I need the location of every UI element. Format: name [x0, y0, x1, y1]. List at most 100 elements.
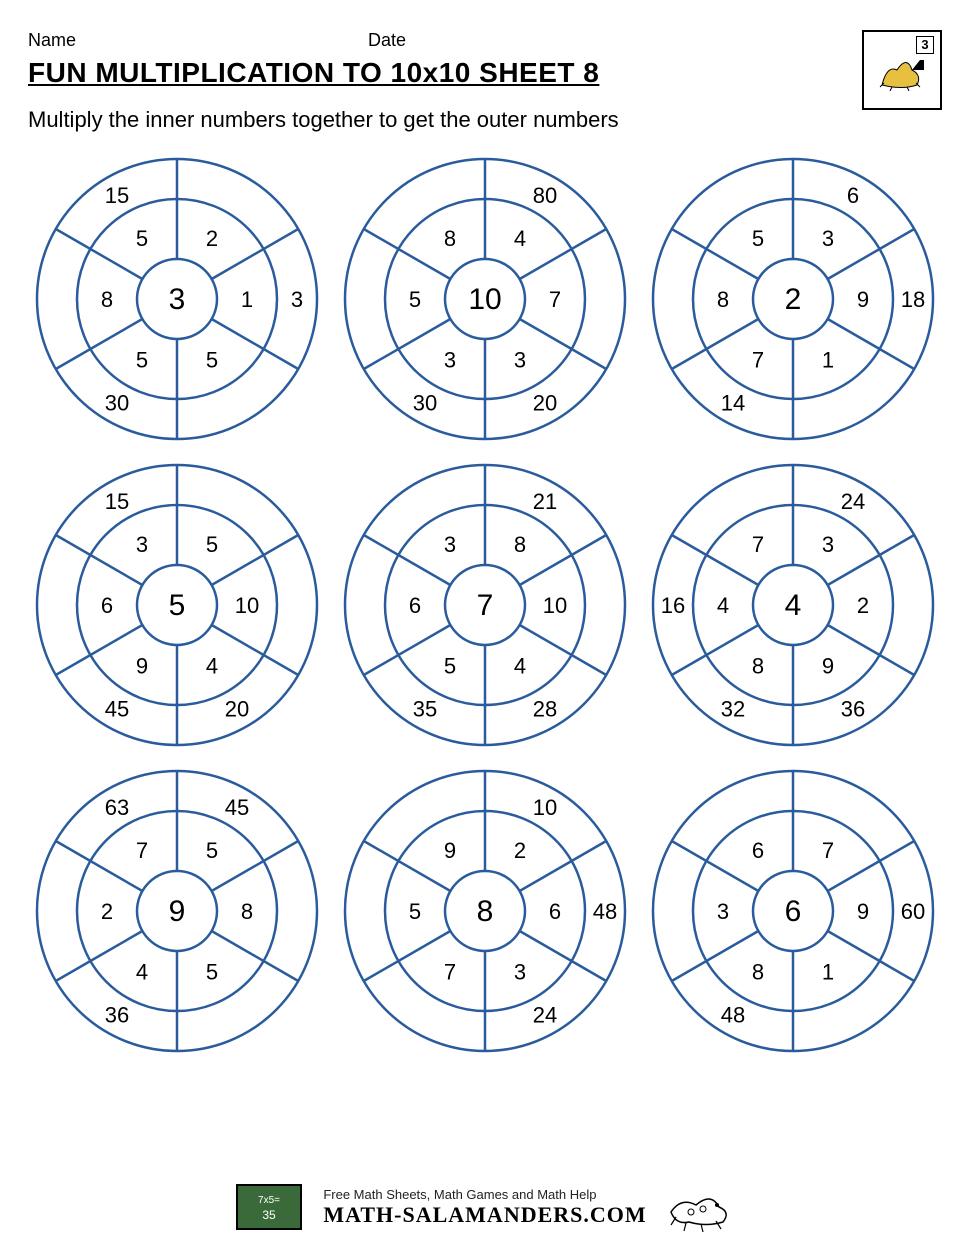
salamander-outline-icon	[661, 1177, 741, 1237]
wheel-outer-value: 60	[901, 899, 925, 924]
wheel-outer-value: 16	[661, 593, 685, 618]
footer-text: Free Math Sheets, Math Games and Math He…	[323, 1187, 646, 1228]
wheel-inner-value: 8	[717, 287, 729, 312]
wheel-inner-value: 5	[206, 959, 218, 984]
header-row: Name Date	[28, 30, 942, 51]
wheel-outer-value: 20	[225, 697, 249, 722]
wheel-inner-value: 9	[857, 899, 869, 924]
wheel-inner-value: 2	[206, 226, 218, 251]
wheel-inner-value: 4	[717, 593, 729, 618]
wheel-inner-value: 1	[241, 287, 253, 312]
wheel-outer-value: 20	[533, 391, 557, 416]
wheel-inner-value: 7	[549, 287, 561, 312]
wheel-center: 7	[477, 589, 494, 622]
wheel-inner-value: 7	[752, 532, 764, 557]
wheel-inner-value: 3	[136, 532, 148, 557]
wheel-outer-value: 30	[413, 391, 437, 416]
wheel: 9545854362763	[28, 763, 326, 1059]
wheel: 67960184836	[644, 763, 942, 1059]
name-label: Name	[28, 30, 368, 51]
wheel-outer-value: 32	[721, 697, 745, 722]
wheel-inner-value: 5	[752, 226, 764, 251]
wheel-center: 6	[785, 895, 802, 928]
wheel-inner-value: 4	[136, 959, 148, 984]
wheel-inner-value: 5	[409, 899, 421, 924]
wheel-outer-value: 10	[533, 795, 557, 820]
wheel-inner-value: 8	[752, 959, 764, 984]
wheel-inner-value: 5	[206, 838, 218, 863]
wheel: 8210648324759	[336, 763, 634, 1059]
grade-badge: 3	[862, 30, 942, 110]
wheel-inner-value: 3	[822, 532, 834, 557]
footer: 7x5= 35 Free Math Sheets, Math Games and…	[0, 1177, 970, 1237]
wheel-inner-value: 3	[444, 347, 456, 372]
wheel-outer-value: 6	[847, 183, 859, 208]
wheel-inner-value: 9	[444, 838, 456, 863]
wheel-inner-value: 9	[822, 653, 834, 678]
wheel: 321355308515	[28, 151, 326, 447]
wheel-center: 10	[468, 283, 501, 316]
wheel-inner-value: 5	[136, 347, 148, 372]
wheel-inner-value: 8	[514, 532, 526, 557]
wheel-outer-value: 36	[105, 1003, 129, 1028]
wheel-inner-value: 3	[444, 532, 456, 557]
wheel-outer-value: 21	[533, 489, 557, 514]
wheel-outer-value: 36	[841, 697, 865, 722]
wheel: 432429368324167	[644, 457, 942, 753]
wheel-outer-value: 48	[721, 1003, 745, 1028]
wheel-outer-value: 15	[105, 183, 129, 208]
wheel-inner-value: 4	[514, 653, 526, 678]
wheel-inner-value: 8	[444, 226, 456, 251]
wheel-center: 8	[477, 895, 494, 928]
wheel-inner-value: 2	[101, 899, 113, 924]
wheel-outer-value: 35	[413, 697, 437, 722]
wheel-inner-value: 3	[822, 226, 834, 251]
wheel-inner-value: 10	[543, 593, 567, 618]
wheel-inner-value: 2	[857, 593, 869, 618]
wheel: 236918171485	[644, 151, 942, 447]
wheel-inner-value: 2	[514, 838, 526, 863]
wheel-inner-value: 5	[444, 653, 456, 678]
wheel-outer-value: 45	[105, 697, 129, 722]
wheel-inner-value: 7	[752, 347, 764, 372]
wheel-inner-value: 4	[206, 653, 218, 678]
wheel-outer-value: 80	[533, 183, 557, 208]
wheel-inner-value: 1	[822, 959, 834, 984]
wheel-inner-value: 3	[717, 899, 729, 924]
wheel-inner-value: 4	[514, 226, 526, 251]
wheel-outer-value: 45	[225, 795, 249, 820]
wheel-inner-value: 6	[409, 593, 421, 618]
grade-number: 3	[916, 36, 934, 54]
wheel-inner-value: 8	[101, 287, 113, 312]
worksheet-title: FUN MULTIPLICATION TO 10x10 SHEET 8	[28, 57, 942, 89]
wheel-outer-value: 15	[105, 489, 129, 514]
wheel-grid: 3213553085151048073203305823691817148555…	[28, 151, 942, 1059]
wheel-inner-value: 7	[136, 838, 148, 863]
wheel-inner-value: 5	[206, 347, 218, 372]
wheel-inner-value: 6	[101, 593, 113, 618]
wheel-inner-value: 6	[752, 838, 764, 863]
svg-text:35: 35	[263, 1208, 277, 1222]
wheel: 55104209456315	[28, 457, 326, 753]
wheel-inner-value: 10	[235, 593, 259, 618]
wheel-outer-value: 28	[533, 697, 557, 722]
wheel-inner-value: 7	[444, 959, 456, 984]
footer-tagline: Free Math Sheets, Math Games and Math He…	[323, 1187, 646, 1202]
wheel-inner-value: 5	[409, 287, 421, 312]
wheel-inner-value: 8	[752, 653, 764, 678]
wheel: 7 8 21 10 4 28 5 35 6 3	[336, 457, 634, 753]
wheel-center: 5	[169, 589, 186, 622]
wheel-center: 9	[169, 895, 186, 928]
wheel-inner-value: 9	[136, 653, 148, 678]
svg-text:7x5=: 7x5=	[258, 1195, 280, 1206]
wheel-outer-value: 24	[841, 489, 865, 514]
date-label: Date	[368, 30, 942, 51]
wheel-center: 3	[169, 283, 186, 316]
wheel-center: 4	[785, 589, 802, 622]
footer-site: MATH-SALAMANDERS.COM	[323, 1202, 646, 1228]
wheel: 10480732033058	[336, 151, 634, 447]
wheel-outer-value: 3	[291, 287, 303, 312]
footer-logo-icon: 7x5= 35	[229, 1177, 309, 1237]
wheel-outer-value: 48	[593, 899, 617, 924]
wheel-outer-value: 63	[105, 795, 129, 820]
